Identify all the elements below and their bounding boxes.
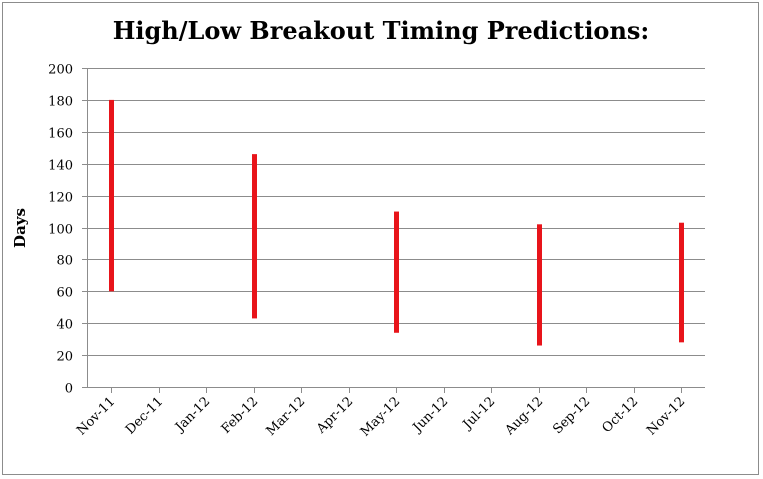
y-tick-label: 180 xyxy=(48,95,73,110)
x-tick-label: Nov-11 xyxy=(74,394,118,438)
x-tick-label: Jul-12 xyxy=(459,394,498,433)
y-tick-label: 0 xyxy=(65,382,73,397)
chart-title: High/Low Breakout Timing Predictions: xyxy=(113,16,650,45)
x-tick-label: May-12 xyxy=(358,394,403,439)
x-tick-label: Apr-12 xyxy=(313,394,356,437)
gridlines xyxy=(87,68,705,356)
y-axis-label: Days xyxy=(11,208,29,248)
range-bar xyxy=(394,211,399,333)
x-tick-label: Feb-12 xyxy=(219,394,262,437)
range-bar xyxy=(679,222,684,343)
y-tick-label: 160 xyxy=(48,127,73,142)
y-tick-label: 20 xyxy=(56,350,73,365)
range-bar xyxy=(537,224,542,346)
x-tick-label: Jun-12 xyxy=(409,394,451,436)
y-tick-label: 60 xyxy=(56,286,73,301)
x-tick-label: Jan-12 xyxy=(171,394,213,436)
y-tick-label: 40 xyxy=(56,318,73,333)
y-axis-ticks: 0 20 40 60 80 100 120 140 160 180 200 xyxy=(48,63,87,397)
x-tick-label: Dec-11 xyxy=(123,394,166,437)
x-tick-label: Sep-12 xyxy=(550,394,593,437)
x-axis-ticks: Nov-11 Dec-11 Jan-12 Feb-12 Mar-12 Apr-12 May-… xyxy=(74,387,688,440)
x-tick-label: Mar-12 xyxy=(264,394,309,439)
range-bars xyxy=(109,99,684,346)
chart-frame xyxy=(2,2,759,475)
y-tick-label: 200 xyxy=(48,63,73,78)
y-tick-label: 120 xyxy=(48,191,73,206)
range-bar xyxy=(252,154,257,319)
range-bar xyxy=(109,99,114,292)
y-tick-label: 80 xyxy=(56,254,73,269)
y-tick-label: 100 xyxy=(48,223,73,238)
x-tick-label: Aug-12 xyxy=(502,394,547,439)
x-tick-label: Oct-12 xyxy=(600,394,642,436)
x-tick-label: Nov-12 xyxy=(644,394,688,438)
y-tick-label: 140 xyxy=(48,159,73,174)
